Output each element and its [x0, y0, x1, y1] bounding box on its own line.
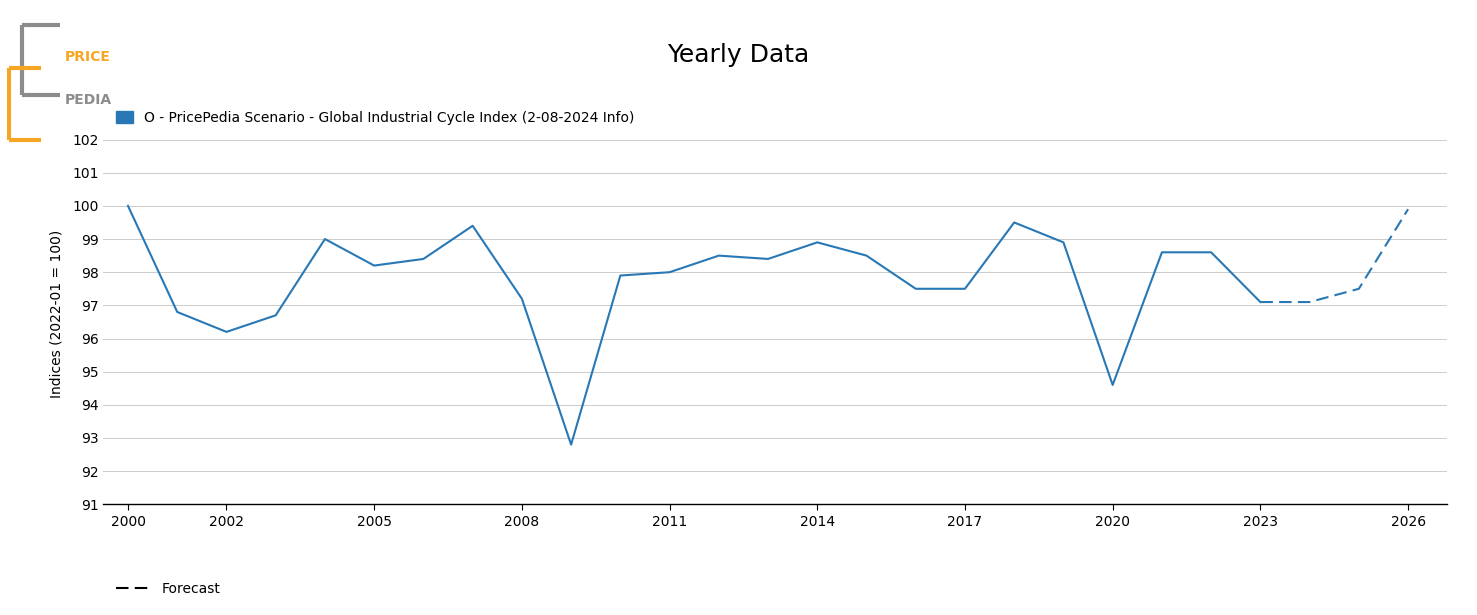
- Legend: O - PricePedia Scenario - Global Industrial Cycle Index (2-08-2024 Info): O - PricePedia Scenario - Global Industr…: [111, 105, 640, 130]
- Legend: Forecast: Forecast: [111, 577, 226, 602]
- Y-axis label: Indices (2022-01 = 100): Indices (2022-01 = 100): [50, 229, 64, 398]
- Text: PEDIA: PEDIA: [65, 93, 112, 107]
- Text: Yearly Data: Yearly Data: [668, 43, 809, 67]
- Text: PRICE: PRICE: [65, 50, 111, 64]
